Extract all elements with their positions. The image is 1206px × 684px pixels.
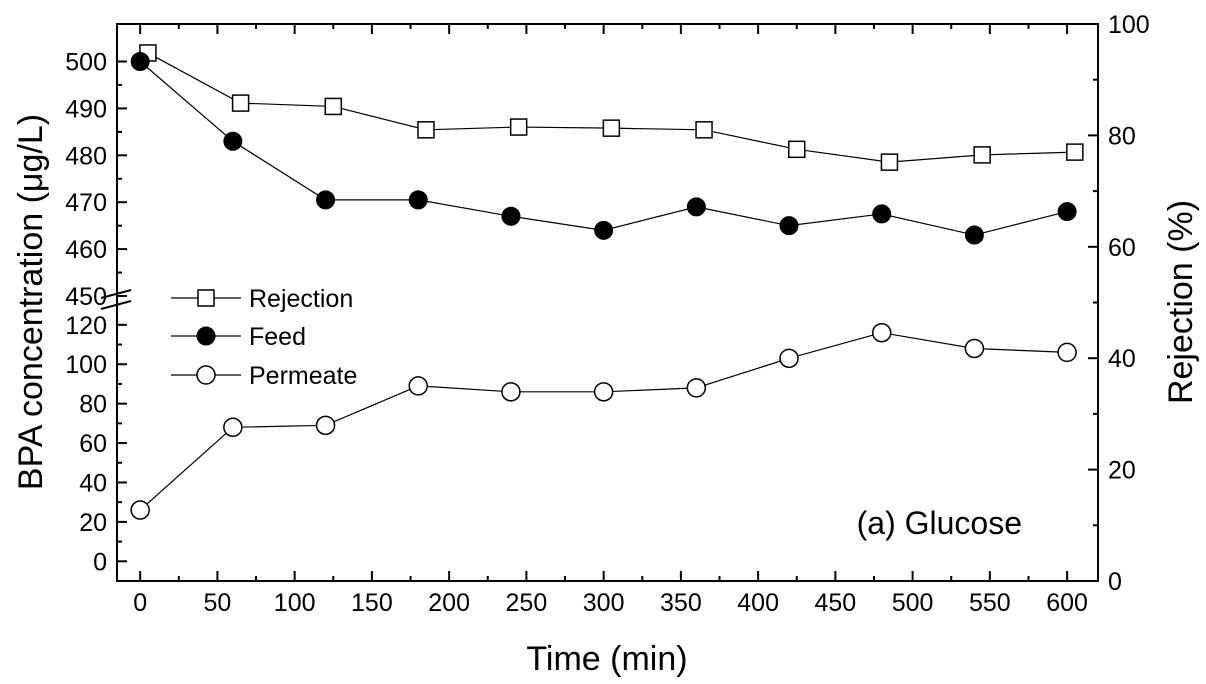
- feed-point: [223, 131, 243, 151]
- y-tick-label: 120: [65, 312, 107, 340]
- feed-point: [964, 225, 984, 245]
- permeate-point: [223, 417, 243, 438]
- legend-feed-marker: [196, 326, 216, 346]
- feed-point: [501, 206, 521, 226]
- permeate-point: [501, 382, 521, 402]
- rejection-point: [417, 121, 435, 139]
- feed-point: [408, 190, 428, 210]
- feed-point: [316, 190, 336, 210]
- y2-tick-label: 0: [1108, 568, 1122, 596]
- y-axis-title: BPA concentration (μg/L): [12, 114, 50, 490]
- y-tick-label: 450: [65, 283, 107, 311]
- y-tick-label: 0: [93, 548, 107, 576]
- feed-point: [872, 204, 892, 224]
- x-tick-label: 50: [204, 589, 232, 617]
- y-tick-label: 500: [65, 49, 107, 77]
- rejection-point: [509, 118, 528, 136]
- feed-point: [130, 52, 150, 72]
- y-tick-label: 460: [65, 236, 107, 264]
- y-tick-label: 20: [79, 509, 107, 537]
- y2-tick-label: 100: [1108, 11, 1150, 39]
- axis-break-marks: [100, 289, 132, 310]
- feed-point: [686, 197, 706, 217]
- rejection-point: [324, 97, 343, 116]
- permeate-point: [593, 382, 614, 402]
- y-tick-label: 80: [79, 391, 107, 419]
- legend-permeate-marker: [196, 365, 216, 385]
- y2-tick-label: 60: [1108, 234, 1136, 262]
- permeate-point: [779, 348, 799, 369]
- y-tick-label: 40: [79, 469, 107, 497]
- y2-tick-label: 40: [1108, 345, 1136, 373]
- x-tick-label: 500: [892, 589, 934, 617]
- rejection-point: [695, 121, 713, 139]
- legend-permeate-label: Permeate: [249, 362, 357, 390]
- rejection-point: [973, 146, 991, 164]
- x-tick-label: 450: [815, 589, 857, 617]
- x-tick-label: 350: [660, 589, 702, 617]
- x-tick-label: 600: [1046, 589, 1088, 617]
- x-tick-label: 250: [506, 589, 548, 617]
- x-tick-label: 400: [737, 589, 779, 617]
- y-tick-label: 480: [65, 142, 107, 170]
- x-axis-title: Time (min): [526, 640, 687, 678]
- y2-tick-label: 80: [1108, 122, 1136, 150]
- y-tick-label: 60: [79, 430, 107, 458]
- y2-tick-label: 20: [1108, 457, 1136, 485]
- y2-axis-title: Rejection (%): [1162, 200, 1200, 404]
- feed-point: [594, 220, 614, 240]
- legend-feed-label: Feed: [249, 323, 306, 351]
- permeate-point: [964, 338, 985, 359]
- x-tick-label: 150: [351, 589, 393, 617]
- rejection-series-line: [147, 52, 1075, 163]
- permeate-series-line: [139, 332, 1068, 511]
- legend-rejection-marker: [197, 289, 215, 307]
- permeate-point: [315, 415, 336, 436]
- x-tick-label: 300: [583, 589, 625, 617]
- y-tick-label: 470: [65, 189, 107, 217]
- feed-point: [1057, 202, 1077, 222]
- chart-annotation: (a) Glucose: [857, 505, 1022, 541]
- permeate-point: [871, 322, 892, 343]
- permeate-point: [686, 378, 707, 398]
- rejection-point: [602, 119, 621, 137]
- feed-series-line: [139, 61, 1068, 236]
- permeate-point: [130, 500, 150, 520]
- y-tick-label: 490: [65, 95, 107, 123]
- x-tick-label: 200: [428, 589, 470, 617]
- rejection-point: [1066, 143, 1084, 161]
- permeate-point: [1057, 342, 1077, 363]
- permeate-point: [408, 376, 429, 396]
- feed-point: [779, 216, 799, 236]
- legend-rejection-label: Rejection: [249, 285, 353, 313]
- rejection-point: [231, 94, 250, 112]
- x-tick-label: 550: [969, 589, 1011, 617]
- rejection-point: [787, 140, 806, 159]
- x-tick-label: 100: [274, 589, 316, 617]
- rejection-point: [880, 153, 899, 171]
- y-tick-label: 100: [65, 351, 107, 379]
- x-tick-label: 0: [133, 589, 147, 617]
